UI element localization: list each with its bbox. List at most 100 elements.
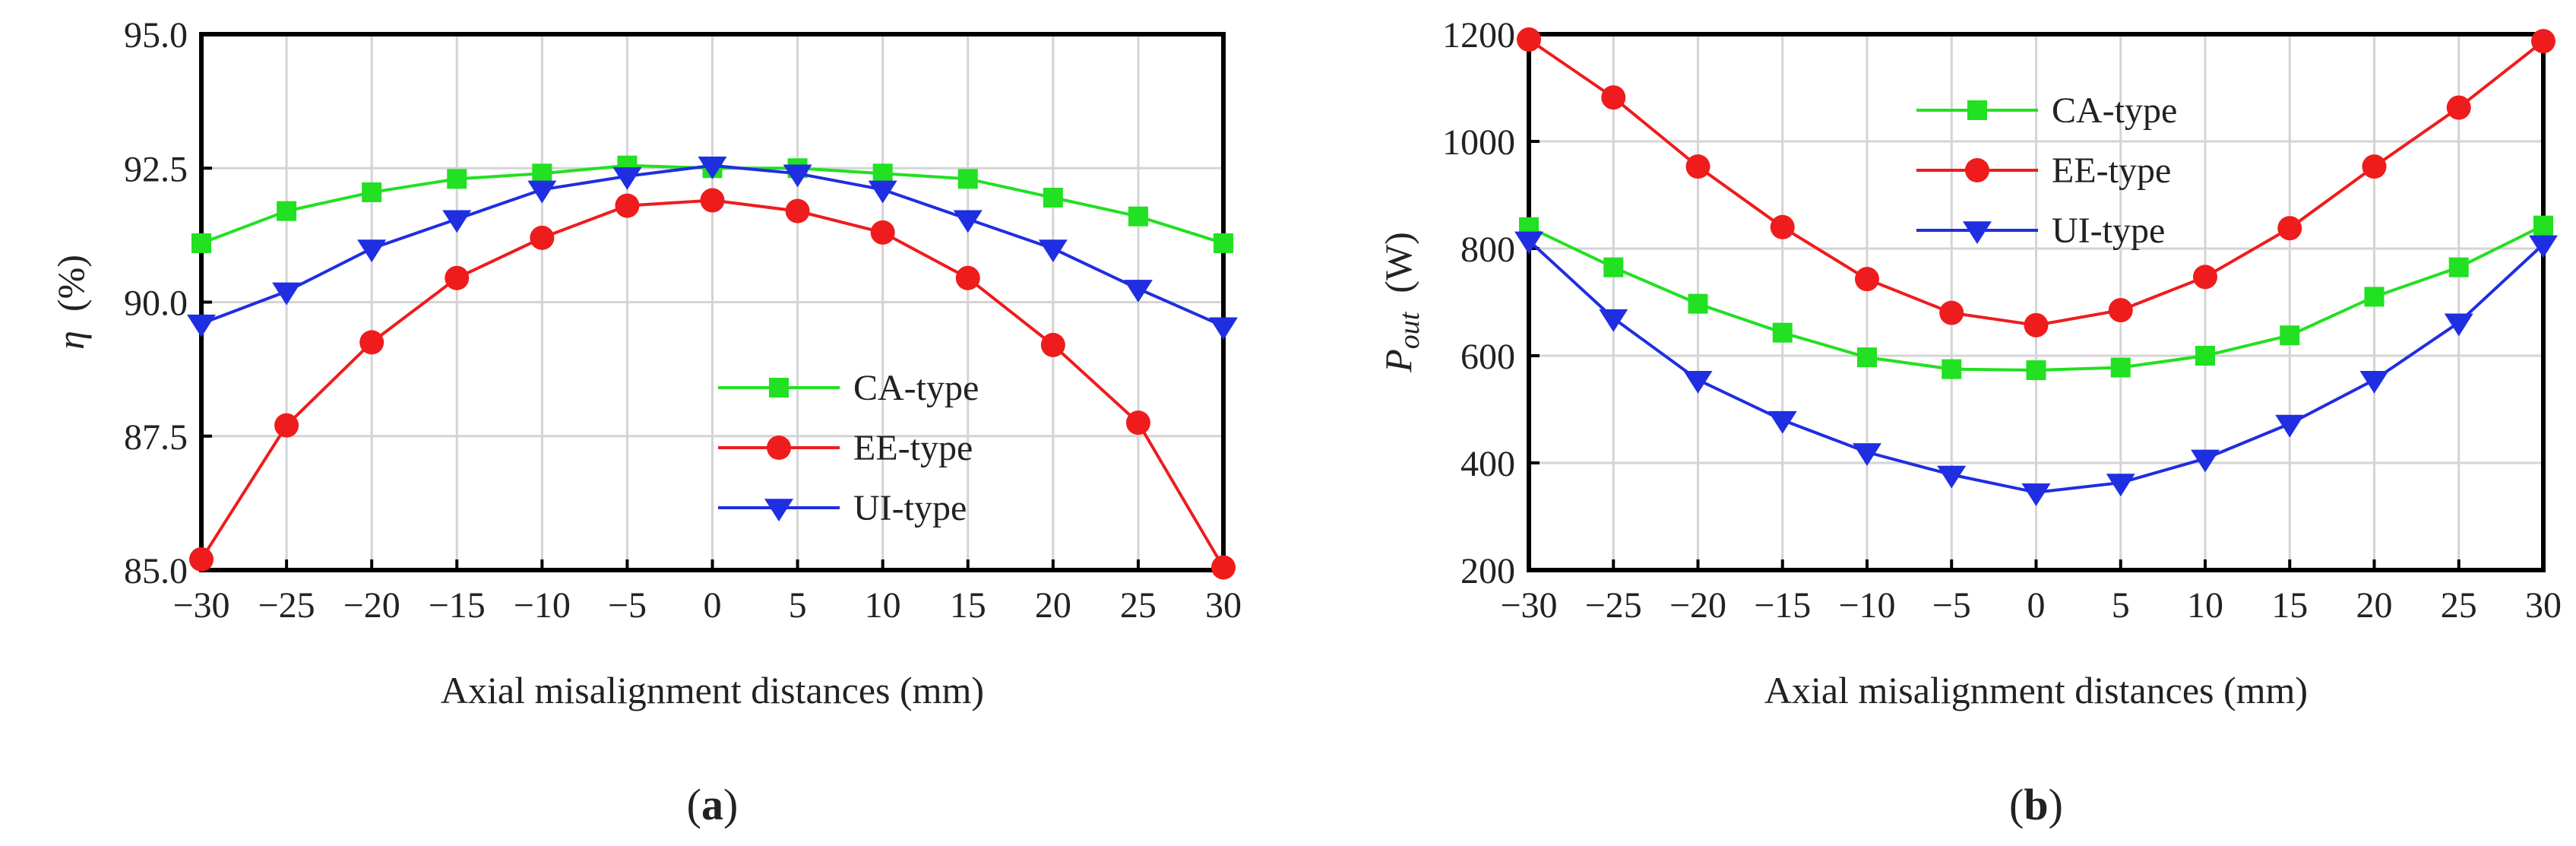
x-tick-label: −25: [1585, 585, 1642, 626]
data-point-CA-type: [1941, 359, 1962, 379]
x-tick-label: −30: [172, 585, 229, 626]
data-point-UI-type: [2275, 414, 2305, 438]
x-tick-label: −25: [258, 585, 315, 626]
x-tick-label: −20: [343, 585, 400, 626]
y-tick-label: 95.0: [124, 15, 188, 55]
legend-label: UI-type: [853, 488, 967, 528]
data-point-EE-type: [1517, 27, 1541, 52]
data-point-EE-type: [1855, 267, 1879, 292]
y-tick-label: 1000: [1442, 122, 1515, 163]
panel-label-letter: b: [2024, 780, 2048, 829]
y-tick-label: 92.5: [124, 149, 188, 189]
data-point-EE-type: [359, 330, 385, 355]
data-point-EE-type: [2446, 95, 2471, 120]
data-point-UI-type: [1683, 370, 1713, 394]
data-point-UI-type: [2359, 370, 2389, 394]
x-tick-label: −10: [1838, 585, 1895, 626]
data-point-CA-type: [2448, 257, 2469, 277]
x-tick-label: −5: [1932, 585, 1971, 626]
data-point-UI-type: [1767, 410, 1797, 434]
data-point-UI-type: [698, 156, 727, 179]
legend-marker-CA-type: [769, 378, 789, 398]
chart-panel-a: −30 −25 −20 −15 −10 −5 0 5 10 15 20 25 30 85.0 87.5 90.…: [49, 15, 1242, 829]
data-point-UI-type: [2444, 313, 2473, 337]
legend-label: UI-type: [2052, 211, 2165, 251]
y-axis-subscript: out: [1394, 311, 1426, 349]
data-point-UI-type: [612, 167, 642, 190]
data-point-UI-type: [1123, 280, 1153, 303]
y-axis-unit: (%): [49, 255, 92, 331]
data-point-EE-type: [700, 188, 725, 213]
data-point-EE-type: [2193, 265, 2217, 290]
data-point-CA-type: [2195, 346, 2215, 366]
data-point-UI-type: [357, 239, 387, 263]
data-point-CA-type: [2364, 287, 2385, 307]
x-tick-label: −15: [429, 585, 486, 626]
data-point-CA-type: [957, 169, 978, 189]
x-tick-label: 0: [704, 585, 722, 626]
y-axis-symbol: η: [49, 331, 92, 350]
data-point-UI-type: [1514, 231, 1543, 255]
data-point-EE-type: [1040, 332, 1065, 357]
data-point-EE-type: [955, 265, 980, 290]
y-tick-label: 85.0: [124, 551, 188, 591]
data-point-UI-type: [953, 210, 983, 233]
y-axis-symbol: P: [1377, 349, 1419, 373]
x-tick-label: 20: [1035, 585, 1071, 626]
data-point-UI-type: [187, 314, 216, 337]
panel-label-close: ): [2049, 780, 2063, 829]
data-point-UI-type: [527, 180, 557, 204]
x-tick-label: 25: [1120, 585, 1157, 626]
legend-marker-CA-type: [1967, 100, 1987, 120]
y-tick-label: 90.0: [124, 284, 188, 324]
data-point-CA-type: [2110, 357, 2131, 378]
x-tick-label: 30: [1205, 585, 1242, 626]
y-tick-label: 200: [1460, 551, 1515, 591]
data-point-EE-type: [1211, 555, 1236, 580]
x-tick-label: −30: [1500, 585, 1557, 626]
data-point-UI-type: [1038, 239, 1068, 263]
data-point-CA-type: [1128, 206, 1148, 227]
data-point-CA-type: [191, 233, 211, 253]
data-point-EE-type: [2277, 216, 2302, 241]
data-point-UI-type: [442, 210, 472, 233]
panel-label: (b): [2009, 780, 2063, 829]
data-point-UI-type: [2106, 474, 2135, 497]
y-axis-unit: (W): [1377, 232, 1419, 312]
data-point-EE-type: [530, 225, 555, 250]
x-tick-label: −5: [608, 585, 647, 626]
data-point-EE-type: [870, 220, 895, 245]
data-point-CA-type: [362, 182, 382, 202]
y-axis-label: η (%): [49, 255, 92, 350]
legend-label: CA-type: [853, 368, 979, 408]
x-tick-label: −15: [1754, 585, 1811, 626]
x-tick-label: 10: [2187, 585, 2223, 626]
x-tick-label: 10: [865, 585, 901, 626]
x-tick-label: 15: [2271, 585, 2308, 626]
data-point-EE-type: [2531, 29, 2555, 54]
x-tick-label: 0: [2027, 585, 2046, 626]
data-point-UI-type: [2021, 483, 2051, 506]
panel-label-open: (: [687, 780, 701, 829]
data-point-CA-type: [2533, 215, 2553, 236]
y-tick-label: 1200: [1442, 15, 1515, 55]
data-point-EE-type: [2108, 298, 2133, 323]
data-point-EE-type: [1601, 85, 1626, 110]
y-tick-label: 600: [1460, 337, 1515, 377]
data-point-EE-type: [189, 547, 214, 572]
data-point-CA-type: [447, 169, 467, 189]
legend-marker-UI-type: [1963, 221, 1992, 245]
data-point-EE-type: [1125, 410, 1150, 436]
data-point-EE-type: [2362, 154, 2387, 179]
x-tick-label: 30: [2525, 585, 2562, 626]
data-point-CA-type: [277, 201, 297, 221]
data-point-CA-type: [872, 163, 893, 184]
data-point-EE-type: [1939, 300, 1964, 325]
data-point-UI-type: [783, 164, 812, 188]
data-point-EE-type: [1770, 214, 1795, 239]
panel-label-letter: a: [701, 780, 723, 829]
data-point-CA-type: [1603, 257, 1624, 277]
x-tick-label: −10: [514, 585, 571, 626]
data-point-CA-type: [1857, 347, 1877, 368]
legend-label: EE-type: [853, 428, 973, 468]
